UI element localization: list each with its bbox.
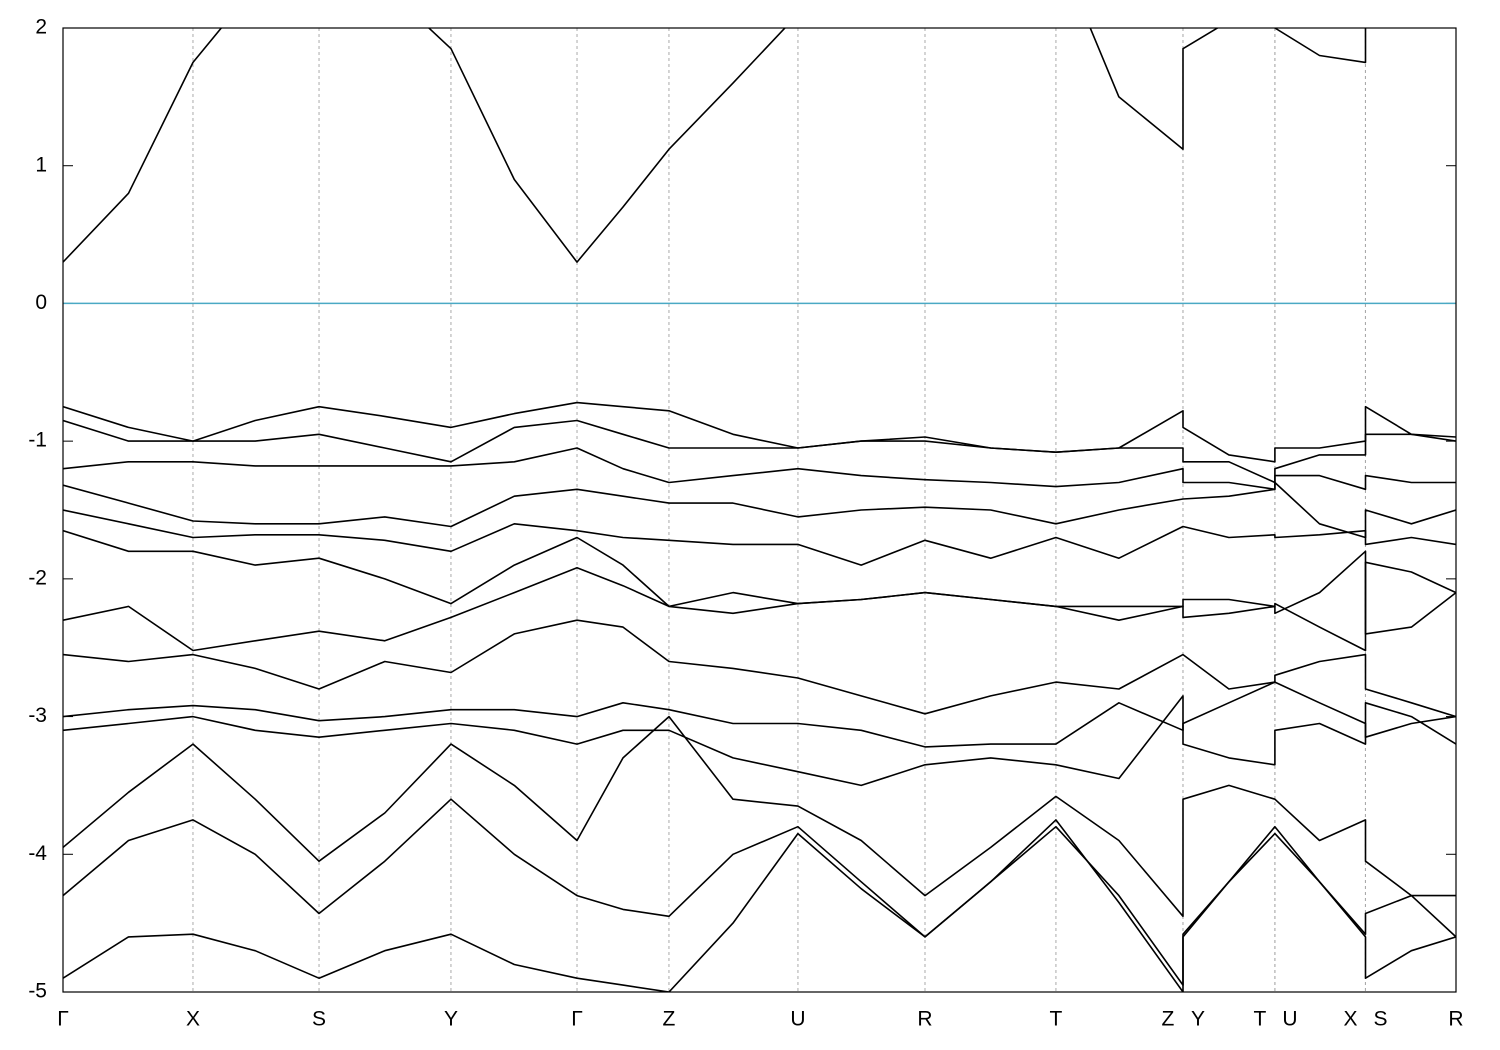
x-tick-label: U [1282,1008,1297,1031]
x-tick-label: U [790,1008,805,1031]
x-tick-label: R [1448,1008,1463,1031]
y-tick-label: -1 [28,429,47,452]
band-line [63,819,1456,992]
band-line [63,419,1456,484]
band-line [63,529,1456,652]
band-line [63,481,1456,539]
y-tick-label: 2 [35,16,47,39]
y-tick-label: -2 [28,566,47,589]
band-line [63,715,1456,918]
band-line [63,798,1456,986]
x-tick-label: Z [1162,1008,1175,1031]
x-tick-label: Y [1191,1008,1205,1031]
x-tick-label: S [1373,1008,1387,1031]
band-line [63,695,1456,787]
x-tick-label: Z [663,1008,676,1031]
x-tick-label: T [1253,1008,1266,1031]
band-line [63,447,1456,491]
x-tick-label: X [186,1008,200,1031]
band-line [63,509,1456,566]
band-line [63,550,1456,652]
y-tick-label: -4 [28,842,47,865]
plot-area [63,28,1456,992]
band-line [63,619,1456,718]
x-tick-label: Y [444,1008,458,1031]
y-tick-label: -3 [28,704,47,727]
plot-frame [62,27,1457,993]
y-tick-label: 1 [35,153,47,176]
band-line [63,28,1367,263]
band-line [63,681,1456,748]
x-tick-label: Γ [571,1008,583,1031]
band-line [63,401,1456,463]
y-tick-label: -5 [28,980,47,1003]
x-tick-label: T [1050,1008,1063,1031]
x-tick-label: S [312,1008,326,1031]
x-tick-label: Γ [57,1008,69,1031]
x-tick-label: X [1343,1008,1357,1031]
x-tick-label: R [917,1008,932,1031]
y-tick-label: 0 [35,291,47,314]
